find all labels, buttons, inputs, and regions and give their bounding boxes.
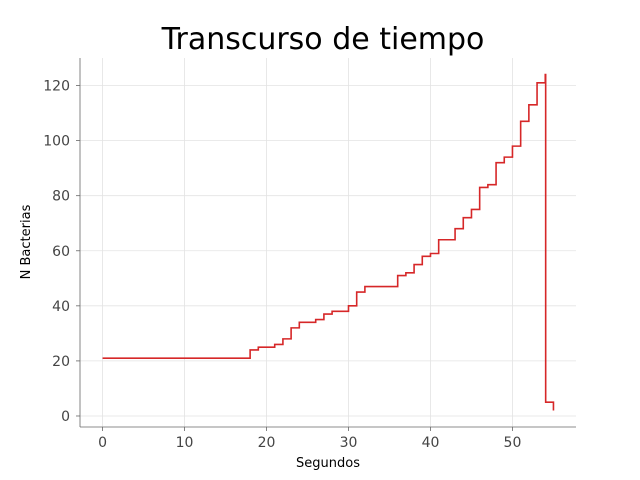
x-tick-label: 10 xyxy=(176,435,194,451)
y-axis-label: N Bacterias xyxy=(19,204,34,279)
y-tick-label: 0 xyxy=(61,409,70,425)
series-line xyxy=(102,73,555,411)
ticks: 0 10 20 30 40 50 0 20 40 60 80 100 120 xyxy=(43,79,521,451)
x-tick-label: 0 xyxy=(98,435,107,451)
x-tick-label: 40 xyxy=(422,435,440,451)
y-tick-label: 100 xyxy=(43,134,70,150)
y-tick-label: 20 xyxy=(52,354,70,370)
y-tick-label: 40 xyxy=(52,299,70,315)
axes xyxy=(79,58,576,428)
grid xyxy=(80,58,576,427)
x-tick-label: 50 xyxy=(504,435,522,451)
x-tick-label: 20 xyxy=(258,435,276,451)
series-layer xyxy=(102,73,555,411)
y-tick-label: 120 xyxy=(43,79,70,95)
y-tick-label: 60 xyxy=(52,244,70,260)
chart-title: Transcurso de tiempo xyxy=(161,22,485,57)
x-axis-label: Segundos xyxy=(296,456,360,471)
y-tick-label: 80 xyxy=(52,189,70,205)
x-tick-label: 30 xyxy=(340,435,358,451)
